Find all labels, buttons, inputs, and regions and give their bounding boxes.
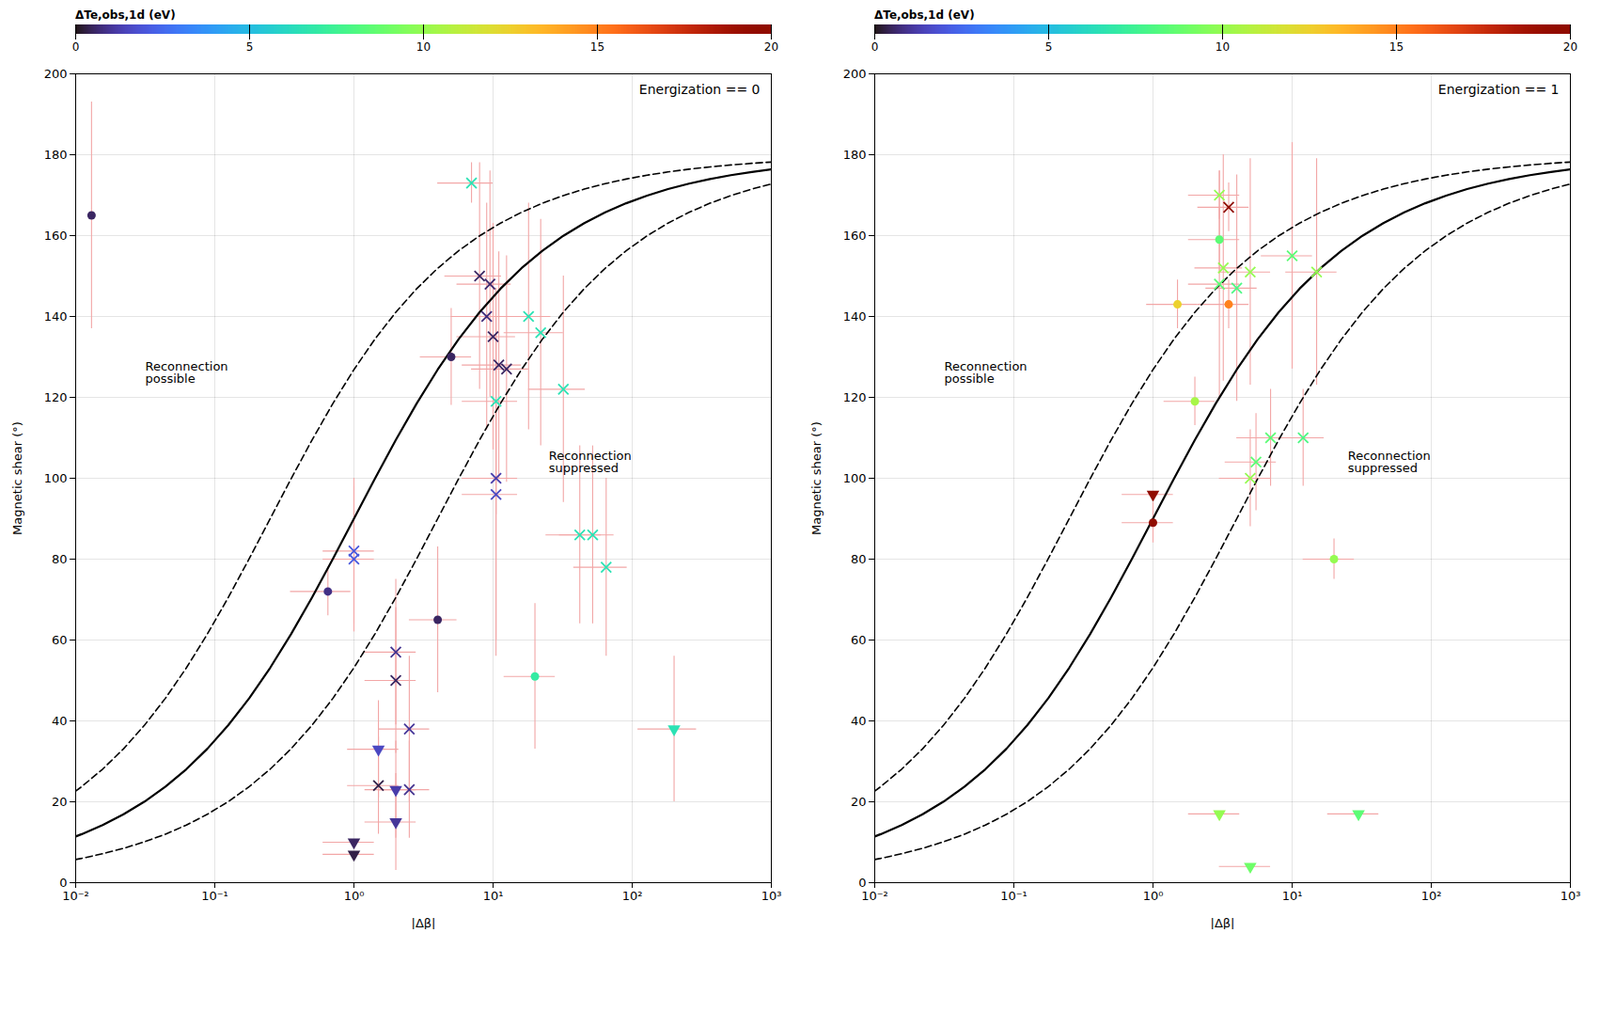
svg-text:ΔTe,obs,1d (eV): ΔTe,obs,1d (eV) bbox=[75, 8, 176, 22]
svg-text:15: 15 bbox=[1389, 40, 1404, 54]
svg-text:20: 20 bbox=[1563, 40, 1578, 54]
svg-text:100: 100 bbox=[44, 470, 68, 486]
svg-text:140: 140 bbox=[44, 309, 68, 324]
svg-text:60: 60 bbox=[850, 632, 867, 647]
svg-text:10: 10 bbox=[416, 40, 431, 54]
svg-text:0: 0 bbox=[871, 40, 879, 54]
svg-text:ΔTe,obs,1d (eV): ΔTe,obs,1d (eV) bbox=[874, 8, 975, 22]
svg-text:Energization == 0: Energization == 0 bbox=[639, 81, 761, 97]
svg-text:10³: 10³ bbox=[761, 888, 783, 903]
svg-text:10⁻²: 10⁻² bbox=[62, 888, 90, 903]
svg-text:0: 0 bbox=[72, 40, 80, 54]
svg-text:40: 40 bbox=[850, 713, 867, 728]
svg-text:|Δβ|: |Δβ| bbox=[411, 915, 437, 930]
svg-text:5: 5 bbox=[1045, 40, 1053, 54]
svg-text:Reconnectionpossible: Reconnectionpossible bbox=[944, 359, 1028, 386]
svg-text:10¹: 10¹ bbox=[483, 888, 504, 903]
svg-text:Magnetic shear (°): Magnetic shear (°) bbox=[10, 421, 25, 535]
svg-text:80: 80 bbox=[850, 551, 867, 566]
svg-text:100: 100 bbox=[843, 470, 867, 486]
svg-text:|Δβ|: |Δβ| bbox=[1210, 915, 1236, 930]
svg-text:80: 80 bbox=[51, 551, 68, 566]
svg-text:Energization == 1: Energization == 1 bbox=[1438, 81, 1560, 97]
svg-text:10¹: 10¹ bbox=[1282, 888, 1303, 903]
svg-text:20: 20 bbox=[764, 40, 779, 54]
svg-text:40: 40 bbox=[51, 713, 68, 728]
svg-text:10³: 10³ bbox=[1560, 888, 1582, 903]
svg-text:160: 160 bbox=[44, 228, 68, 243]
svg-text:10: 10 bbox=[1215, 40, 1230, 54]
svg-text:180: 180 bbox=[843, 147, 867, 162]
svg-text:200: 200 bbox=[843, 66, 867, 81]
svg-text:0: 0 bbox=[858, 875, 866, 890]
svg-text:140: 140 bbox=[843, 309, 867, 324]
svg-text:Magnetic shear (°): Magnetic shear (°) bbox=[809, 421, 824, 535]
svg-text:Reconnectionpossible: Reconnectionpossible bbox=[145, 359, 229, 386]
svg-text:200: 200 bbox=[44, 66, 68, 81]
svg-text:120: 120 bbox=[44, 390, 68, 405]
svg-text:10⁻¹: 10⁻¹ bbox=[201, 888, 229, 903]
svg-text:160: 160 bbox=[843, 228, 867, 243]
svg-text:180: 180 bbox=[44, 147, 68, 162]
svg-text:Reconnectionsuppressed: Reconnectionsuppressed bbox=[549, 448, 632, 475]
svg-text:10⁻²: 10⁻² bbox=[861, 888, 889, 903]
svg-text:10⁰: 10⁰ bbox=[344, 888, 365, 903]
svg-text:20: 20 bbox=[51, 794, 68, 809]
svg-text:120: 120 bbox=[843, 390, 867, 405]
svg-text:10²: 10² bbox=[622, 888, 644, 903]
svg-text:20: 20 bbox=[850, 794, 867, 809]
svg-text:10²: 10² bbox=[1421, 888, 1443, 903]
svg-text:10⁰: 10⁰ bbox=[1143, 888, 1164, 903]
svg-text:5: 5 bbox=[246, 40, 254, 54]
svg-text:10⁻¹: 10⁻¹ bbox=[1000, 888, 1028, 903]
svg-text:15: 15 bbox=[590, 40, 605, 54]
svg-text:60: 60 bbox=[51, 632, 68, 647]
svg-text:Reconnectionsuppressed: Reconnectionsuppressed bbox=[1348, 448, 1431, 475]
svg-text:0: 0 bbox=[59, 875, 67, 890]
